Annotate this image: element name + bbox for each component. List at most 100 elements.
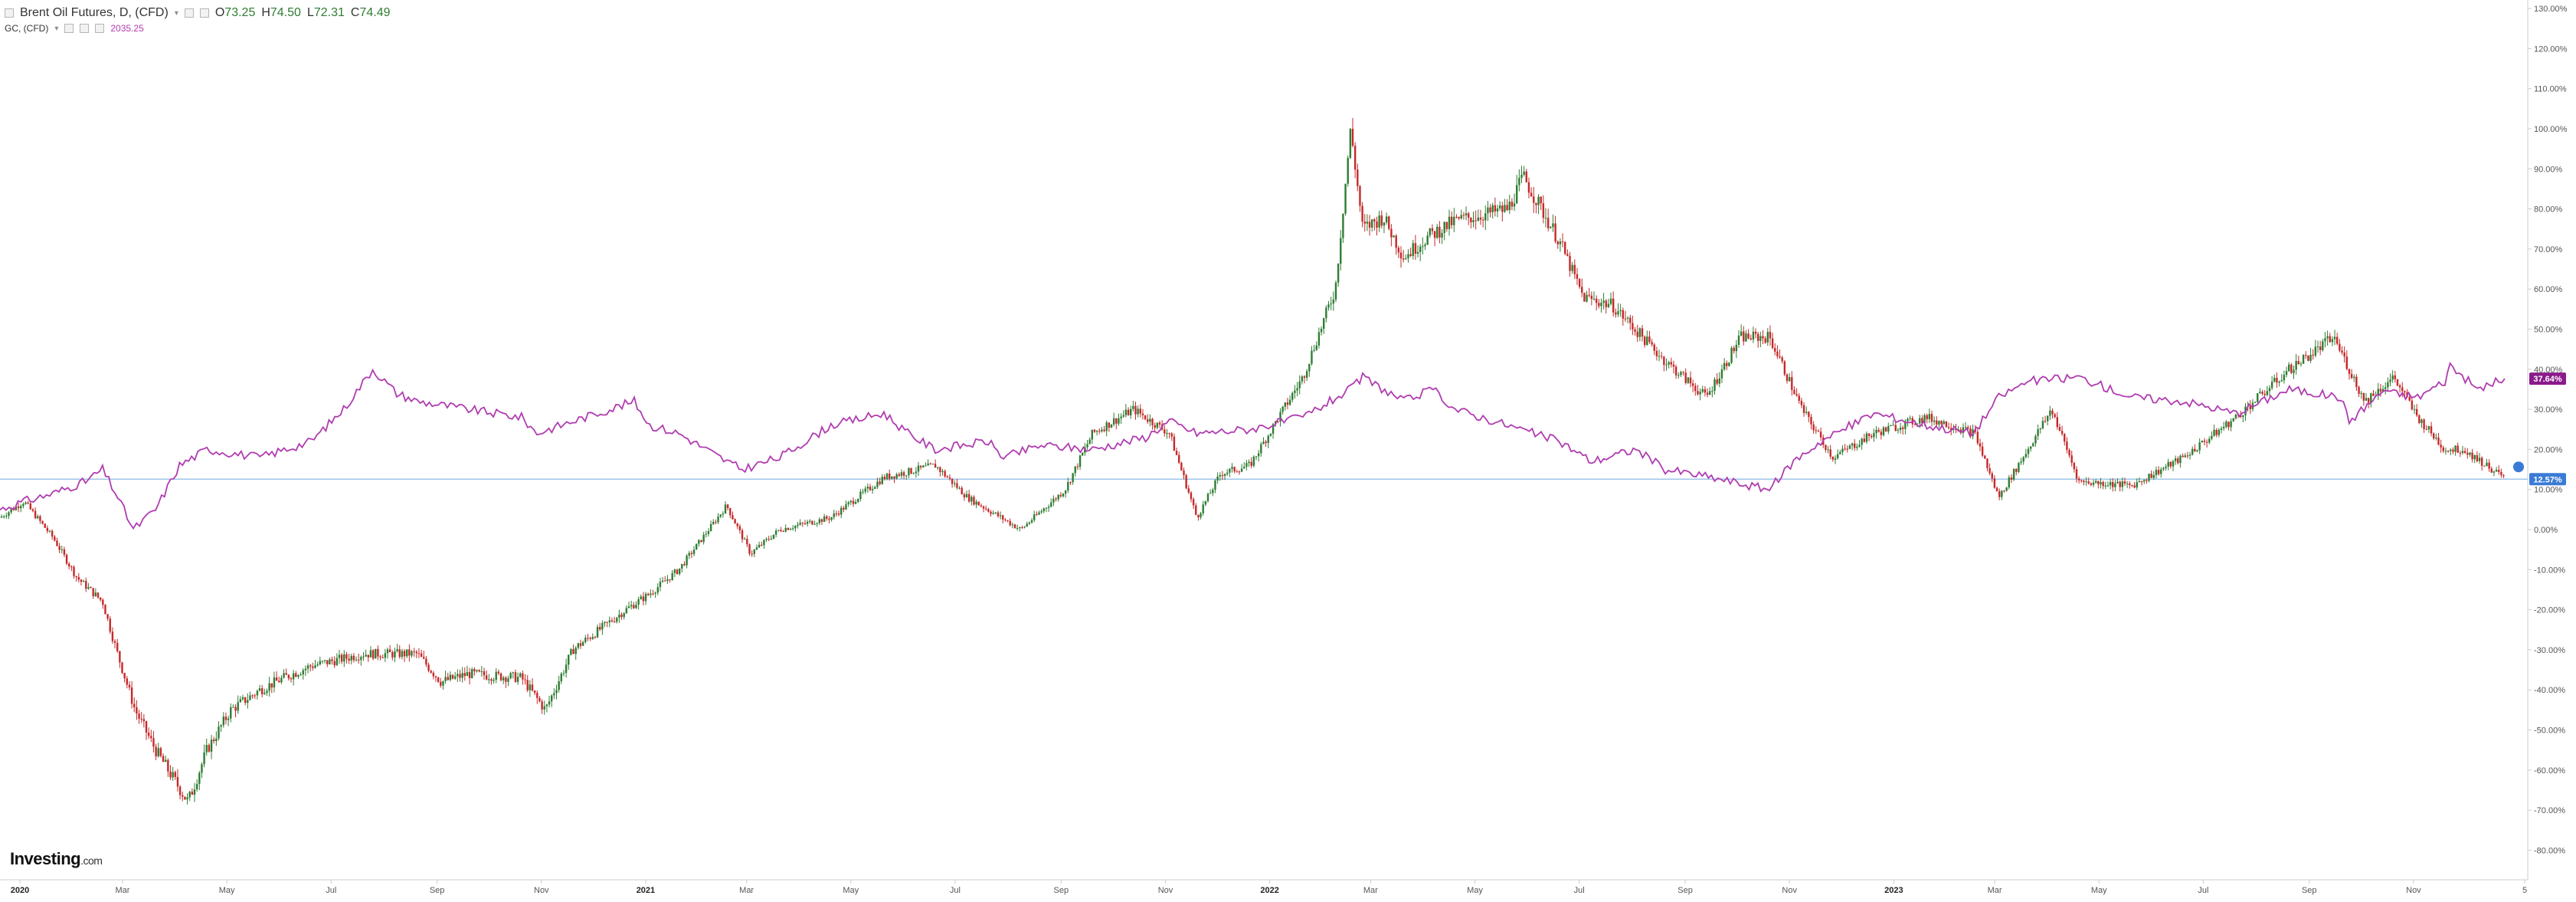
brent-candle: [1489, 207, 1491, 213]
brent-candle: [669, 579, 671, 580]
brent-candle: [1262, 441, 1265, 444]
brent-candle: [744, 539, 746, 540]
brent-candle: [1011, 524, 1014, 526]
brent-candle: [1353, 146, 1357, 170]
brent-candle: [789, 529, 792, 530]
brent-candle: [1110, 424, 1113, 428]
brent-candle: [295, 673, 297, 677]
brent-candle: [2488, 462, 2490, 469]
collapse-icon[interactable]: [5, 8, 14, 18]
brent-candle: [925, 465, 927, 467]
brent-candle: [1615, 312, 1617, 315]
y-tick-label: -30.00%: [2534, 646, 2565, 655]
brent-candle: [1082, 452, 1084, 456]
brent-candle: [222, 717, 224, 726]
investing-logo: Investing.com: [10, 849, 103, 869]
brent-candle: [155, 746, 157, 756]
close-icon[interactable]: [199, 8, 209, 18]
brent-candle: [1019, 527, 1021, 529]
brent-candle: [1026, 523, 1028, 527]
x-tick-label: 2023: [1884, 886, 1903, 895]
brent-candle: [184, 796, 186, 800]
brent-candle: [570, 649, 572, 655]
brent-candle: [804, 523, 807, 524]
brent-candle: [1332, 299, 1334, 304]
brent-candle: [1841, 448, 1844, 452]
brent-candle: [1265, 441, 1267, 444]
brent-candle: [1248, 461, 1250, 464]
brent-candle: [1221, 474, 1224, 476]
brent-legend-title[interactable]: Brent Oil Futures, D, (CFD): [20, 6, 169, 19]
settings-icon[interactable]: [184, 8, 194, 18]
brent-candle: [2227, 421, 2230, 428]
brent-candle: [2165, 466, 2167, 468]
brent-candle: [2155, 470, 2158, 475]
brent-candle: [1187, 488, 1190, 493]
scroll-to-latest-icon[interactable]: [2513, 461, 2524, 473]
brent-candle: [1416, 251, 1419, 254]
brent-candle: [577, 643, 580, 648]
brent-candle: [1122, 415, 1124, 417]
brent-last-tag: 12.57%: [2529, 473, 2566, 486]
brent-candle: [1641, 328, 1644, 337]
gold-chevron-down-icon[interactable]: ▾: [54, 24, 59, 33]
brent-candle: [1439, 226, 1441, 238]
brent-candle: [220, 725, 222, 727]
brent-candle: [1976, 431, 1979, 444]
gold-legend-title[interactable]: GC, (CFD): [5, 23, 49, 34]
brent-candle: [1470, 218, 1472, 222]
brent-candle: [1390, 228, 1393, 238]
brent-candle: [348, 658, 350, 661]
brent-candle: [2160, 469, 2162, 474]
brent-candle: [1323, 318, 1325, 330]
brent-candle: [138, 713, 140, 719]
brent-candle: [2295, 361, 2297, 370]
brent-candle: [1038, 512, 1040, 515]
brent-candle: [568, 654, 570, 665]
brent-candle: [1016, 527, 1019, 529]
gold-close-icon[interactable]: [95, 24, 105, 33]
brent-candle: [20, 506, 22, 509]
brent-candle: [41, 520, 44, 524]
brent-candle: [2100, 482, 2102, 484]
brent-candle: [121, 662, 123, 674]
brent-candle: [263, 693, 266, 694]
chevron-down-icon[interactable]: ▾: [174, 8, 178, 18]
brent-candle: [572, 649, 574, 654]
x-tick-label: Mar: [1988, 886, 2002, 895]
brent-candle: [1388, 216, 1390, 229]
brent-candle: [123, 673, 126, 679]
brent-candle: [610, 620, 614, 622]
brent-candle: [2343, 353, 2345, 357]
brent-candle: [1441, 232, 1443, 238]
brent-candle: [232, 707, 234, 708]
brent-candle: [1245, 463, 1248, 467]
brent-candle: [2083, 481, 2085, 482]
brent-candle: [1496, 208, 1499, 212]
brent-candle: [1252, 456, 1255, 466]
brent-candle: [273, 677, 276, 688]
brent-candle: [1516, 185, 1518, 204]
brent-candle: [1626, 317, 1629, 319]
brent-last-tag-label: 12.57%: [2533, 475, 2562, 484]
brent-candle: [162, 756, 165, 763]
y-tick-label: -40.00%: [2534, 686, 2565, 695]
brent-candle: [425, 658, 427, 665]
y-tick-label: 30.00%: [2534, 405, 2563, 415]
brent-candle: [2119, 481, 2121, 487]
y-tick-label: -60.00%: [2534, 766, 2565, 776]
y-tick-label: -20.00%: [2534, 606, 2565, 615]
brent-candle: [77, 576, 80, 580]
brent-candle: [2112, 481, 2114, 487]
brent-candle: [1337, 264, 1340, 283]
gold-hide-icon[interactable]: [80, 24, 90, 33]
brent-candle: [1665, 364, 1668, 366]
brent-candle: [314, 665, 316, 668]
brent-candle: [323, 660, 326, 661]
brent-candle: [12, 509, 15, 510]
brent-candle: [247, 700, 249, 704]
gold-settings-icon[interactable]: [64, 24, 74, 33]
brent-candle: [1166, 433, 1168, 435]
brent-candle: [1636, 331, 1638, 337]
